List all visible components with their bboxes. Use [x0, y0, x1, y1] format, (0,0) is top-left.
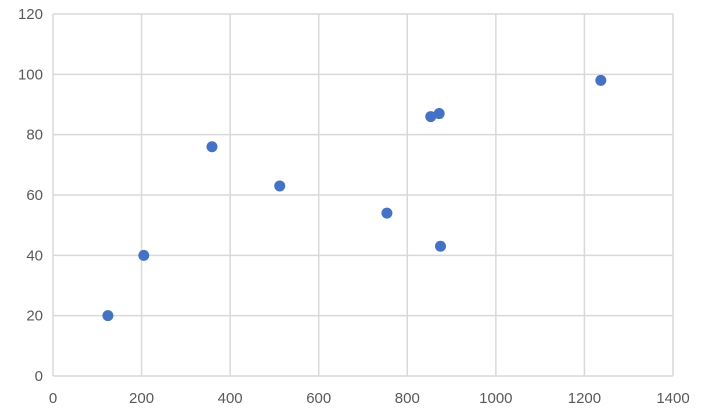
y-tick-label: 120	[18, 6, 43, 23]
data-point	[425, 111, 437, 123]
y-tick-label: 60	[26, 187, 43, 204]
x-tick-label: 400	[218, 390, 243, 407]
data-point	[381, 207, 393, 219]
data-point	[435, 240, 446, 252]
x-tick-label: 1000	[479, 390, 512, 407]
data-point	[206, 141, 218, 153]
x-tick-label: 600	[306, 390, 331, 407]
data-point	[433, 108, 445, 120]
x-tick-label: 800	[395, 390, 420, 407]
data-point	[102, 310, 114, 322]
x-tick-label: 0	[49, 390, 57, 407]
data-point	[595, 74, 607, 86]
x-tick-label: 1200	[568, 390, 601, 407]
data-point	[138, 249, 150, 261]
data-points	[102, 74, 607, 322]
gridlines	[52, 13, 674, 377]
y-tick-label: 40	[26, 247, 43, 264]
y-tick-label: 0	[35, 368, 43, 385]
data-point	[274, 180, 286, 192]
y-tick-label: 100	[18, 66, 43, 83]
y-tick-label: 80	[26, 127, 43, 144]
x-tick-label: 1400	[656, 390, 689, 407]
x-tick-label: 200	[129, 390, 154, 407]
y-tick-label: 20	[26, 308, 43, 325]
